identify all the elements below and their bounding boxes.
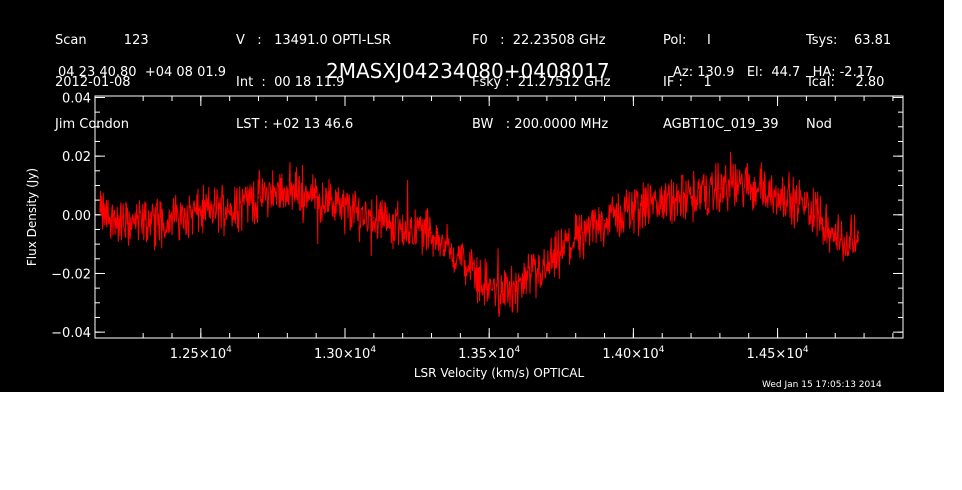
lst-text: LST : +02 13 46.6: [236, 117, 354, 132]
spectrum-point: [834, 237, 837, 240]
timestamp-text: Wed Jan 15 17:05:13 2014: [762, 380, 882, 390]
x-tick-label: 1.30×104: [314, 345, 376, 362]
header-col-frequency: F0 : 22.23508 GHz Fsky : 21.27512 GHz BW…: [472, 6, 611, 160]
pol-text: Pol: I: [663, 33, 711, 48]
tcal-text: Tcal: 2.80: [806, 75, 885, 90]
f0-text: F0 : 22.23508 GHz: [472, 33, 606, 48]
spectrum-point: [127, 222, 130, 225]
spectrum-point: [228, 205, 231, 207]
coordinates-text: 04 23 40.80 +04 08 01.9: [58, 65, 227, 80]
spectrum-point: [517, 287, 519, 289]
spectrum-point: [661, 202, 664, 204]
x-tick-label: 1.25×104: [170, 345, 232, 362]
spectrum-point: [690, 196, 692, 198]
fsky-text: Fsky : 21.27512 GHz: [472, 75, 611, 90]
header-col-tsys: Tsys: 63.81 Tcal: 2.80 Nod: [806, 6, 891, 160]
spectrum-point: [848, 243, 851, 245]
spectrum-point: [430, 231, 433, 234]
spectrum-point: [286, 187, 289, 190]
spectrum-point: [502, 290, 505, 292]
header-col-polarization: Pol: I IF : 1 AGBT10C_019_39: [663, 6, 779, 160]
spectrum-point: [373, 216, 375, 219]
spectrum-line: [99, 151, 859, 318]
integration-text: Int : 00 18 11.9: [236, 75, 345, 90]
spectrum-point: [200, 211, 202, 213]
spectrum-chart: 0.04 0.02 0.00 −0.02 −0.04 1.25×104 1.30×104 1.…: [25, 91, 904, 380]
spectrum-point: [99, 211, 101, 213]
header-col-velocity: V : 13491.0 OPTI-LSR Int : 00 18 11.9 LS…: [236, 6, 391, 160]
spectrum-point: [315, 196, 317, 198]
y-tick-label: 0.04: [62, 91, 91, 106]
project-text: AGBT10C_019_39: [663, 117, 779, 132]
spectrum-point: [805, 205, 808, 207]
plot-frame: [94, 95, 904, 339]
spectrum-point: [142, 219, 144, 222]
y-axis-label: Flux Density (Jy): [25, 168, 39, 266]
spectrum-point: [344, 208, 346, 210]
axes-group: 0.04 0.02 0.00 −0.02 −0.04 1.25×104 1.30×104 1.…: [51, 91, 903, 362]
y-tick-label: 0.02: [62, 150, 91, 165]
observer-text: Jim Condon: [55, 117, 129, 132]
spectrum-point: [603, 219, 606, 222]
scan-text: Scan 123: [55, 33, 149, 48]
spectrum-point: [857, 231, 860, 234]
spectrum-point: [459, 258, 462, 260]
spectrum-point: [300, 190, 303, 193]
x-tick-label: 1.40×104: [602, 345, 664, 362]
spectrum-point: [747, 184, 750, 187]
trace-group: [99, 151, 860, 318]
spectrum-point: [820, 214, 822, 216]
y-tick-label: −0.02: [51, 267, 91, 282]
y-tick-label: −0.04: [51, 326, 91, 341]
spectrum-panel: Scan 123 2012-01-08 Jim Condon V : 13491…: [0, 0, 944, 392]
spectrum-point: [401, 225, 404, 228]
tsys-text: Tsys: 63.81: [806, 33, 892, 48]
spectrum-point: [719, 187, 721, 190]
velocity-text: V : 13491.0 OPTI-LSR: [236, 33, 392, 48]
x-tick-label: 1.45×104: [746, 345, 808, 362]
spectrum-point: [546, 266, 548, 269]
spectrum-point: [257, 196, 260, 198]
source-name: 2MASXJ04234080+0408017: [326, 59, 610, 83]
spectrum-point: [113, 219, 116, 222]
date-text: 2012-01-08: [55, 75, 131, 90]
spectrum-point: [632, 208, 635, 210]
x-axis-label: LSR Velocity (km/s) OPTICAL: [414, 366, 585, 380]
spectrum-point: [776, 193, 779, 196]
spectrum-point: [574, 237, 577, 240]
pointing-text: Az: 130.9 El: 44.7 HA: -2.17: [673, 65, 874, 80]
spectrum-point: [171, 216, 173, 219]
spectrum-point: [488, 287, 490, 289]
nod-text: Nod: [806, 117, 832, 132]
y-tick-label: 0.00: [62, 209, 91, 224]
x-tick-label: 1.35×104: [458, 345, 520, 362]
bandwidth-text: BW : 200.0000 MHz: [472, 117, 609, 132]
header-col-scan: Scan 123 2012-01-08 Jim Condon: [55, 6, 149, 160]
if-text: IF : 1: [663, 75, 712, 90]
